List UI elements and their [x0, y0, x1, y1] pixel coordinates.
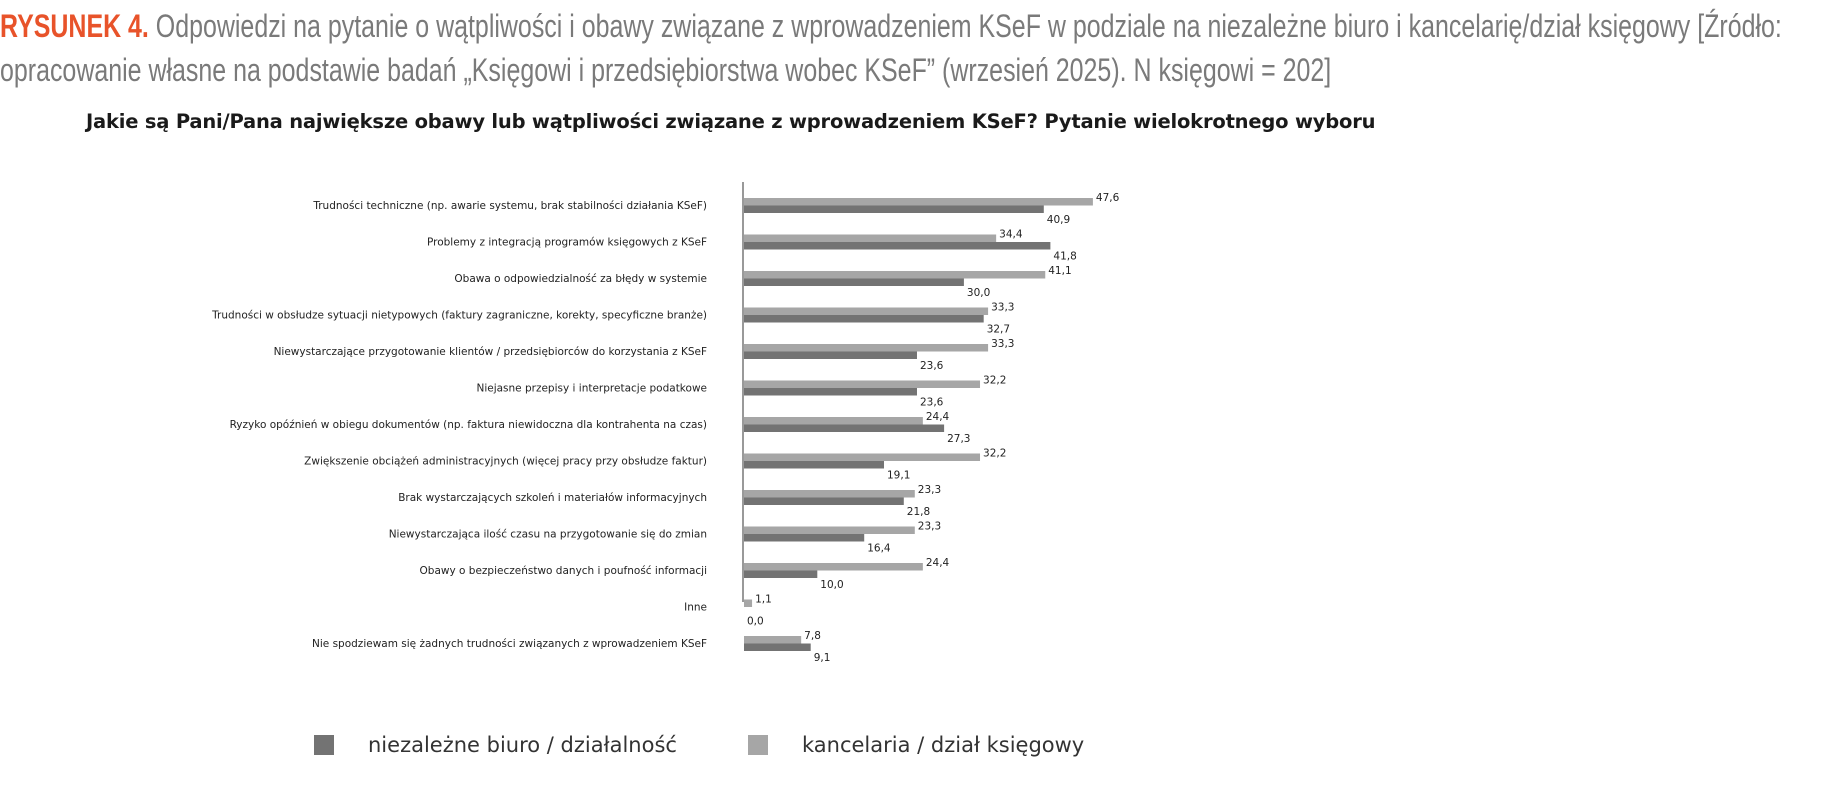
data-label: 9,1	[814, 652, 831, 664]
bar-niezalezne	[744, 643, 811, 651]
figure-caption: RYSUNEK 4. Odpowiedzi na pytanie o wątpl…	[0, 4, 1841, 92]
data-label: 10,0	[820, 579, 843, 591]
category-label: Inne	[684, 602, 707, 614]
legend-label: kancelaria / dział księgowy	[802, 733, 1085, 757]
bar-niezalezne	[744, 497, 904, 505]
bar-kancelaria	[744, 563, 923, 571]
category-label: Brak wystarczających szkoleń i materiałó…	[398, 492, 707, 504]
data-label: 40,9	[1047, 214, 1070, 226]
bar-kancelaria	[744, 380, 981, 388]
bar-kancelaria	[744, 490, 915, 498]
data-label: 41,8	[1053, 251, 1076, 263]
data-label: 23,6	[920, 397, 944, 409]
data-label: 41,1	[1048, 265, 1071, 277]
bar-niezalezne	[744, 351, 917, 359]
data-label: 7,8	[804, 630, 821, 642]
bar-niezalezne	[744, 242, 1051, 250]
figure-label: RYSUNEK 4.	[0, 8, 149, 44]
data-label: 30,0	[967, 287, 990, 299]
bar-kancelaria	[744, 344, 989, 352]
bar-niezalezne	[744, 461, 885, 469]
category-label: Niewystarczająca ilość czasu na przygoto…	[389, 529, 707, 541]
bar-niezalezne	[744, 278, 964, 286]
category-label: Ryzyko opóźnień w obiegu dokumentów (np.…	[230, 419, 707, 431]
category-label: Trudności techniczne (np. awarie systemu…	[312, 200, 707, 212]
legend-item-kancelaria: kancelaria / dział księgowy	[748, 733, 1084, 757]
bar-kancelaria	[744, 453, 981, 461]
data-label: 23,6	[920, 360, 944, 372]
data-label: 27,3	[947, 433, 970, 445]
category-label: Niejasne przepisy i interpretacje podatk…	[476, 383, 707, 395]
bar-kancelaria	[744, 307, 989, 315]
bar-kancelaria	[744, 417, 923, 425]
data-label: 24,4	[926, 411, 950, 423]
bar-niezalezne	[744, 315, 984, 323]
category-label: Problemy z integracją programów księgowy…	[427, 237, 707, 249]
data-label: 33,3	[991, 302, 1014, 314]
category-label: Nie spodziewam się żadnych trudności zwi…	[312, 638, 707, 650]
data-label: 32,7	[987, 324, 1010, 336]
bar-kancelaria	[744, 599, 753, 607]
data-label: 34,4	[999, 229, 1023, 241]
data-label: 0,0	[747, 616, 764, 628]
category-label: Obawa o odpowiedzialność za błędy w syst…	[454, 273, 707, 285]
data-label: 1,1	[755, 594, 772, 606]
data-label: 33,3	[991, 338, 1014, 350]
bar-kancelaria	[744, 198, 1093, 206]
chart-title: Jakie są Pani/Pana największe obawy lub …	[86, 110, 1376, 133]
legend-swatch-dark	[314, 735, 334, 755]
data-label: 19,1	[887, 470, 910, 482]
category-label: Obawy o bezpieczeństwo danych i poufność…	[420, 565, 707, 577]
category-label: Zwiększenie obciążeń administracyjnych (…	[304, 456, 707, 468]
category-label: Niewystarczające przygotowanie klientów …	[274, 346, 707, 358]
data-label: 47,6	[1096, 192, 1120, 204]
data-label: 16,4	[867, 543, 891, 555]
bar-kancelaria	[744, 636, 802, 644]
legend-item-niezalezne: niezależne biuro / działalność	[314, 733, 677, 757]
legend-label: niezależne biuro / działalność	[368, 733, 677, 757]
legend-swatch-light	[748, 735, 768, 755]
bar-niezalezne	[744, 424, 945, 432]
bar-niezalezne	[744, 570, 818, 578]
caption-text: Odpowiedzi na pytanie o wątpliwości i ob…	[0, 8, 1782, 88]
bar-niezalezne	[744, 205, 1044, 213]
data-label: 32,2	[983, 448, 1006, 460]
data-label: 32,2	[983, 375, 1006, 387]
data-label: 24,4	[926, 557, 950, 569]
bar-kancelaria	[744, 526, 915, 534]
bar-kancelaria	[744, 271, 1046, 279]
bar-kancelaria	[744, 234, 997, 242]
bar-niezalezne	[744, 534, 865, 542]
bar-niezalezne	[744, 388, 917, 396]
data-label: 21,8	[907, 506, 930, 518]
data-label: 23,3	[918, 521, 941, 533]
category-label: Trudności w obsłudze sytuacji nietypowyc…	[211, 310, 707, 322]
data-label: 23,3	[918, 484, 941, 496]
